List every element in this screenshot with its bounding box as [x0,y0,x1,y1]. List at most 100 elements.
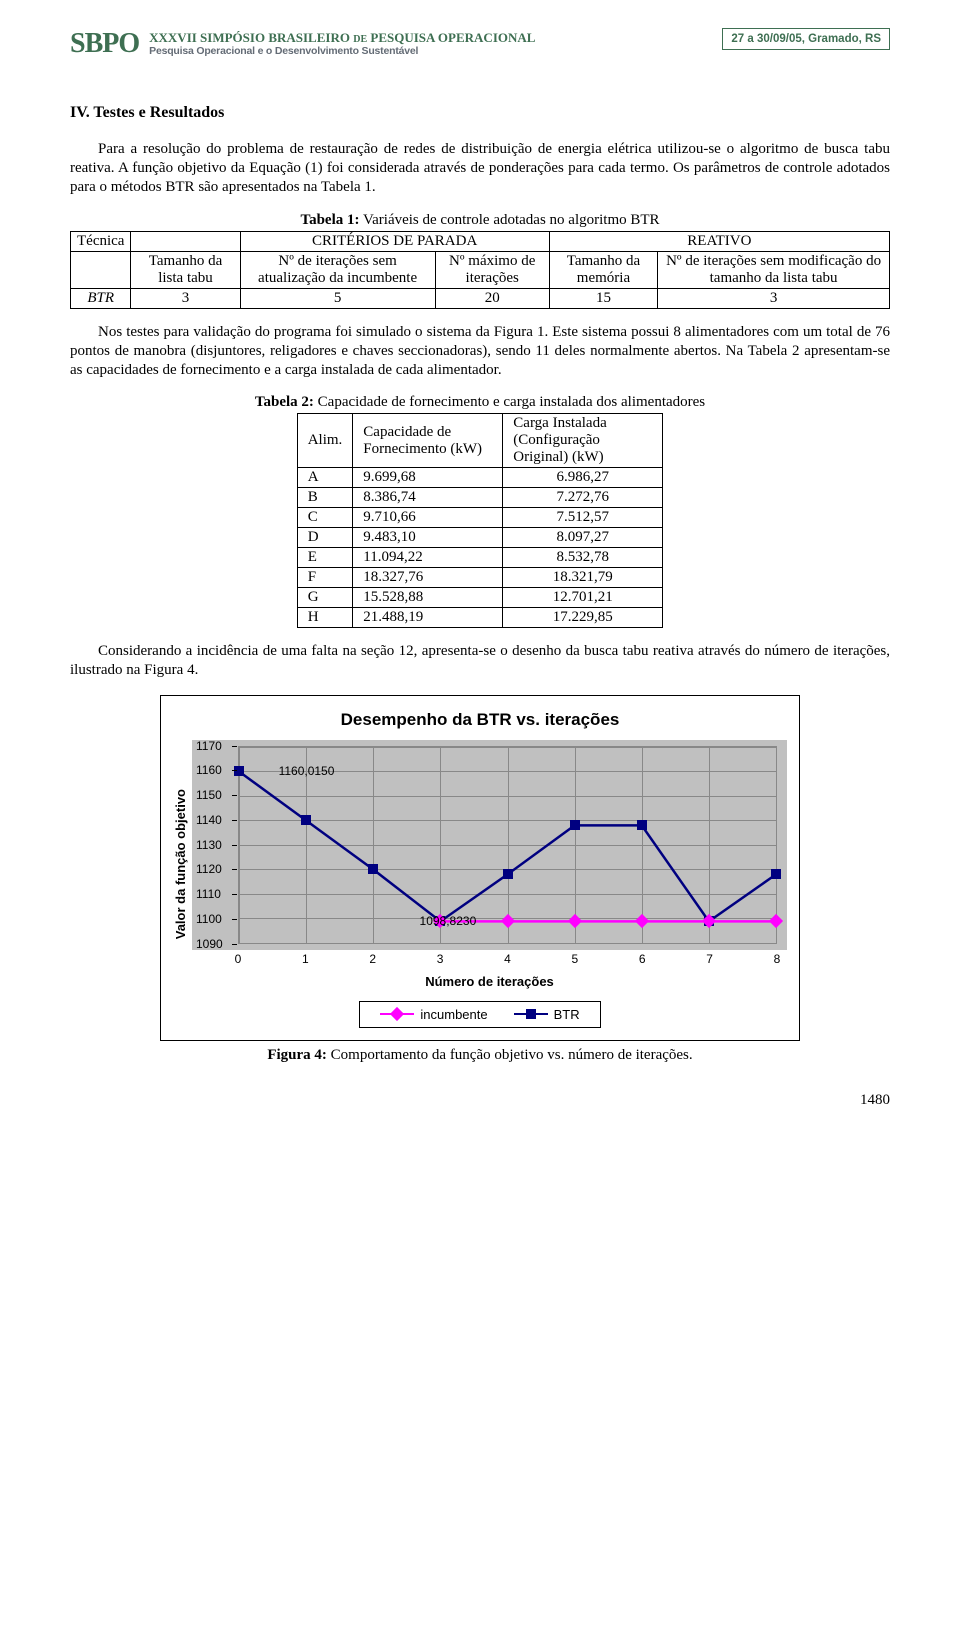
t2-cell: 8.097,27 [503,528,663,548]
chart-marker [570,820,580,830]
chart-marker [503,869,513,879]
t1-empty [131,231,240,251]
fig4-caption-bold: Figura 4: [267,1047,327,1063]
event-line-1c: PESQUISA OPERACIONAL [367,30,535,45]
chart-legend: incumbente BTR [359,1001,600,1028]
t1-h-iter-inc: Nº de iterações sem atualização da incum… [240,251,435,288]
chart-marker [637,820,647,830]
t2-cell: 7.512,57 [503,508,663,528]
chart-marker [771,869,781,879]
paragraph-1: Para a resolução do problema de restaura… [70,140,890,198]
table-row: C9.710,667.512,57 [297,508,663,528]
table1-caption-rest: Variáveis de controle adotadas no algori… [359,212,659,228]
t1-col-tecnica: Técnica [71,231,131,251]
t2-cell: 6.986,27 [503,468,663,488]
t1-h-max-iter: Nº máximo de iterações [435,251,549,288]
t1-h-iter-mod: Nº de iterações sem modificação do taman… [658,251,890,288]
t1-col-reativo: REATIVO [549,231,889,251]
t2-cell: 9.710,66 [353,508,503,528]
legend-btr: BTR [514,1007,580,1022]
paragraph-3: Considerando a incidência de uma falta n… [70,642,890,680]
fig4-caption-rest: Comportamento da função objetivo vs. núm… [327,1047,693,1063]
t2-cell: B [297,488,353,508]
t2-cell: 18.327,76 [353,568,503,588]
t2-h-alim: Alim. [297,414,353,468]
table-2: Alim. Capacidade de Fornecimento (kW) Ca… [297,413,664,628]
table2-caption-rest: Capacidade de fornecimento e carga insta… [314,394,705,410]
table-row: G15.528,8812.701,21 [297,588,663,608]
t1-v1: 5 [240,288,435,308]
t2-cell: D [297,528,353,548]
table2-caption-bold: Tabela 2: [255,394,314,410]
t2-cell: F [297,568,353,588]
event-line-2: Pesquisa Operacional e o Desenvolvimento… [149,45,535,57]
xtick-label: 5 [572,952,579,966]
t2-cell: 18.321,79 [503,568,663,588]
ytick-label: 1120 [196,862,222,876]
chart-plot-area: 1160,01501098,8230 109011001110112011301… [192,740,787,950]
xtick-label: 6 [639,952,646,966]
t1-btr-label: BTR [71,288,131,308]
paragraph-2: Nos testes para validação do programa fo… [70,323,890,381]
chart-data-label: 1098,8230 [420,914,477,928]
chart-xlabel: Número de iterações [192,974,787,989]
t1-h-tam-mem: Tamanho da memória [549,251,657,288]
chart-ylabel: Valor da função objetivo [173,789,188,939]
table1-caption-bold: Tabela 1: [300,212,359,228]
t1-v0: 3 [131,288,240,308]
t2-cell: 7.272,76 [503,488,663,508]
t2-cell: 17.229,85 [503,608,663,628]
t1-v4: 3 [658,288,890,308]
chart-plot-inner: 1160,0150 1098,8230 [238,746,777,944]
ytick-label: 1160 [196,763,222,777]
t2-cell: A [297,468,353,488]
page-number: 1480 [70,1092,890,1109]
page-header: SBPO XXXVII SIMPÓSIO BRASILEIRO DE PESQU… [70,28,890,60]
chart-xticks: 012345678 [238,952,777,968]
xtick-label: 2 [369,952,376,966]
legend-btr-label: BTR [554,1007,580,1022]
ytick-label: 1140 [196,813,222,827]
ytick-label: 1090 [196,937,223,951]
t2-cell: 9.699,68 [353,468,503,488]
t2-cell: 8.532,78 [503,548,663,568]
table-1: Técnica CRITÉRIOS DE PARADA REATIVO Tama… [70,231,890,309]
t2-h-cap: Capacidade de Fornecimento (kW) [353,414,503,468]
t1-col-parada: CRITÉRIOS DE PARADA [240,231,549,251]
table-row: B8.386,747.272,76 [297,488,663,508]
event-line-1a: XXXVII SIMPÓSIO BRASILEIRO [149,30,353,45]
t2-cell: 11.094,22 [353,548,503,568]
table-row: F18.327,7618.321,79 [297,568,663,588]
logo: SBPO [70,28,139,60]
chart-title: Desempenho da BTR vs. iterações [173,710,787,730]
t2-cell: 9.483,10 [353,528,503,548]
chart-marker [301,815,311,825]
legend-incumbente: incumbente [380,1007,487,1022]
event-line-1: XXXVII SIMPÓSIO BRASILEIRO DE PESQUISA O… [149,31,535,46]
table2-caption: Tabela 2: Capacidade de fornecimento e c… [70,394,890,411]
t2-cell: 21.488,19 [353,608,503,628]
table-row: H21.488,1917.229,85 [297,608,663,628]
t2-cell: 8.386,74 [353,488,503,508]
xtick-label: 4 [504,952,511,966]
section-title: IV. Testes e Resultados [70,104,890,122]
t2-cell: G [297,588,353,608]
event-titles: XXXVII SIMPÓSIO BRASILEIRO DE PESQUISA O… [149,31,535,58]
ytick-label: 1150 [196,788,222,802]
t2-cell: 12.701,21 [503,588,663,608]
legend-incumbente-label: incumbente [420,1007,487,1022]
chart-container: Desempenho da BTR vs. iterações Valor da… [160,695,800,1041]
xtick-label: 1 [302,952,309,966]
table1-caption: Tabela 1: Variáveis de controle adotadas… [70,212,890,229]
xtick-label: 0 [235,952,242,966]
t2-cell: E [297,548,353,568]
figure-4-caption: Figura 4: Comportamento da função objeti… [70,1047,890,1064]
event-line-1b: DE [353,34,367,45]
header-left: SBPO XXXVII SIMPÓSIO BRASILEIRO DE PESQU… [70,28,535,60]
t1-v3: 15 [549,288,657,308]
ytick-label: 1170 [196,739,222,753]
chart-data-label: 1160,0150 [279,764,335,778]
t2-cell: C [297,508,353,528]
date-place-box: 27 a 30/09/05, Gramado, RS [722,28,890,50]
table-row: A9.699,686.986,27 [297,468,663,488]
